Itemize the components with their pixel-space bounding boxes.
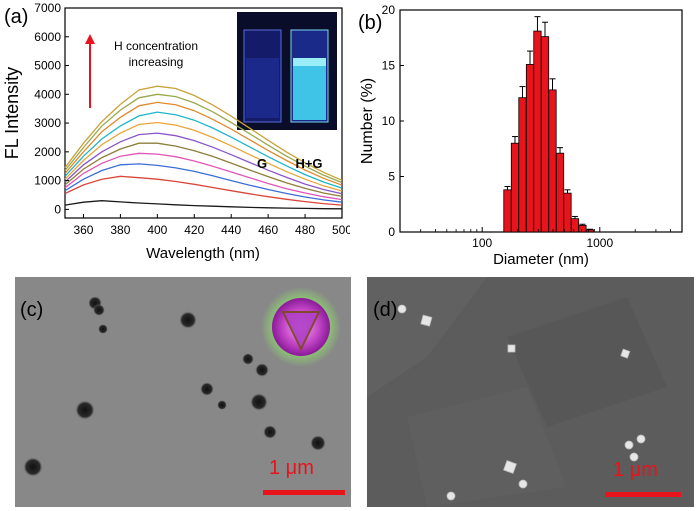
y-tick-label: 3000 <box>34 116 61 130</box>
y-tick-label: 5 <box>388 170 395 184</box>
size-bar <box>533 30 542 233</box>
size-bar <box>510 142 520 233</box>
annotation-line-1: H concentration <box>114 39 198 53</box>
y-tick-label: 6000 <box>34 30 61 44</box>
sem-micrograph: 1 μm (d) <box>367 277 694 507</box>
tem-scale-label: 1 μm <box>269 457 314 479</box>
x-tick-label: 480 <box>295 223 315 237</box>
y-tick-label: 15 <box>382 59 396 73</box>
panel-label-d: (d) <box>373 299 398 321</box>
spectrum-line-5 <box>64 142 343 198</box>
panel-label-b: (b) <box>358 12 383 34</box>
x-tick-label: 400 <box>147 223 167 237</box>
size-bar <box>518 97 527 233</box>
spectrum-line-1 <box>64 200 343 210</box>
sem-scale-bar <box>605 492 681 497</box>
tem-scale-bar <box>263 490 345 495</box>
annotation-line-2: increasing <box>129 55 184 69</box>
spectrum-line-2 <box>64 175 343 206</box>
chart-b-xlabel: Diameter (nm) <box>493 251 589 268</box>
size-bar <box>585 229 595 233</box>
y-tick-label: 10 <box>382 114 396 128</box>
y-tick-label: 7000 <box>34 1 61 15</box>
x-tick-label: 420 <box>184 223 204 237</box>
chart-b-ylabel: Number (%) <box>359 78 376 164</box>
size-bar <box>578 224 587 233</box>
x-tick-label: 100 <box>472 236 492 250</box>
size-bar <box>540 36 550 233</box>
y-tick-label: 1000 <box>34 174 61 188</box>
spectrum-line-4 <box>64 152 343 201</box>
size-bar <box>548 89 557 233</box>
chart-a-fluorescence: 360 380 400 420 440 460 480 5000100020003000400… <box>2 1 350 262</box>
x-tick-label: 360 <box>73 223 93 237</box>
inset-label-hg: H+G <box>295 156 322 171</box>
y-tick-label: 2000 <box>34 145 61 159</box>
spectrum-line-9 <box>64 101 343 186</box>
sem-scale-label: 1 μm <box>613 459 658 481</box>
inset-label-g: G <box>257 156 267 171</box>
chart-a-xlabel: Wavelength (nm) <box>146 245 260 262</box>
x-tick-label: 460 <box>258 223 278 237</box>
spectrum-line-11 <box>64 85 343 181</box>
spectrum-line-7 <box>64 121 343 192</box>
panel-label-a: (a) <box>4 6 29 28</box>
size-bar <box>503 189 512 233</box>
y-tick-label: 4000 <box>34 87 61 101</box>
spectrum-line-10 <box>64 93 343 184</box>
x-tick-label: 440 <box>221 223 241 237</box>
y-tick-label: 0 <box>388 225 395 239</box>
cuvette-photo-inset <box>232 10 338 142</box>
y-tick-label: 0 <box>54 202 61 216</box>
increase-arrow-head <box>85 34 95 44</box>
y-tick-label: 20 <box>382 3 396 17</box>
x-tick-label: 1000 <box>586 236 613 250</box>
x-tick-label: 380 <box>110 223 130 237</box>
spectrum-line-3 <box>64 163 343 203</box>
size-bar <box>563 192 572 233</box>
size-bar <box>570 218 580 233</box>
chart-b-size-distribution: 100 1000 0 5 10 15 20 Diameter (nm) Number (%) <box>359 3 683 268</box>
chart-a-ylabel: FL Intensity <box>2 67 22 159</box>
panel-label-c: (c) <box>20 299 44 321</box>
x-tick-label: 500 <box>332 223 350 237</box>
tem-micrograph: 1 μm (c) <box>15 277 351 507</box>
size-bar <box>555 152 565 233</box>
y-tick-label: 5000 <box>34 59 61 73</box>
size-bar <box>525 63 535 233</box>
spectrum-line-6 <box>64 132 343 195</box>
spectrum-line-8 <box>64 111 343 189</box>
